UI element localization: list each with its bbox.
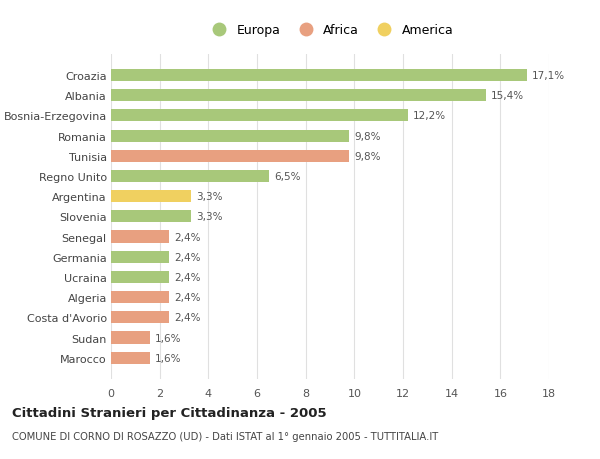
Text: 9,8%: 9,8% [355, 151, 381, 162]
Text: 2,4%: 2,4% [174, 292, 201, 302]
Bar [111, 151, 349, 162]
Text: 6,5%: 6,5% [274, 172, 301, 182]
Text: 2,4%: 2,4% [174, 252, 201, 262]
Bar [111, 352, 150, 364]
Text: 3,3%: 3,3% [196, 212, 223, 222]
Bar [111, 211, 191, 223]
Bar [111, 312, 169, 324]
Bar [111, 90, 486, 102]
Text: Cittadini Stranieri per Cittadinanza - 2005: Cittadini Stranieri per Cittadinanza - 2… [12, 406, 326, 419]
Bar [111, 110, 408, 122]
Bar [111, 271, 169, 283]
Text: 2,4%: 2,4% [174, 232, 201, 242]
Bar [111, 291, 169, 303]
Text: COMUNE DI CORNO DI ROSAZZO (UD) - Dati ISTAT al 1° gennaio 2005 - TUTTITALIA.IT: COMUNE DI CORNO DI ROSAZZO (UD) - Dati I… [12, 431, 438, 442]
Text: 15,4%: 15,4% [491, 91, 524, 101]
Bar [111, 190, 191, 203]
Bar [111, 171, 269, 183]
Text: 9,8%: 9,8% [355, 131, 381, 141]
Text: 2,4%: 2,4% [174, 272, 201, 282]
Text: 1,6%: 1,6% [155, 353, 181, 363]
Legend: Europa, Africa, America: Europa, Africa, America [202, 19, 458, 42]
Text: 12,2%: 12,2% [413, 111, 446, 121]
Bar [111, 231, 169, 243]
Bar [111, 332, 150, 344]
Bar [111, 130, 349, 142]
Bar [111, 70, 527, 82]
Bar [111, 251, 169, 263]
Text: 3,3%: 3,3% [196, 192, 223, 202]
Text: 17,1%: 17,1% [532, 71, 565, 81]
Text: 1,6%: 1,6% [155, 333, 181, 343]
Text: 2,4%: 2,4% [174, 313, 201, 323]
